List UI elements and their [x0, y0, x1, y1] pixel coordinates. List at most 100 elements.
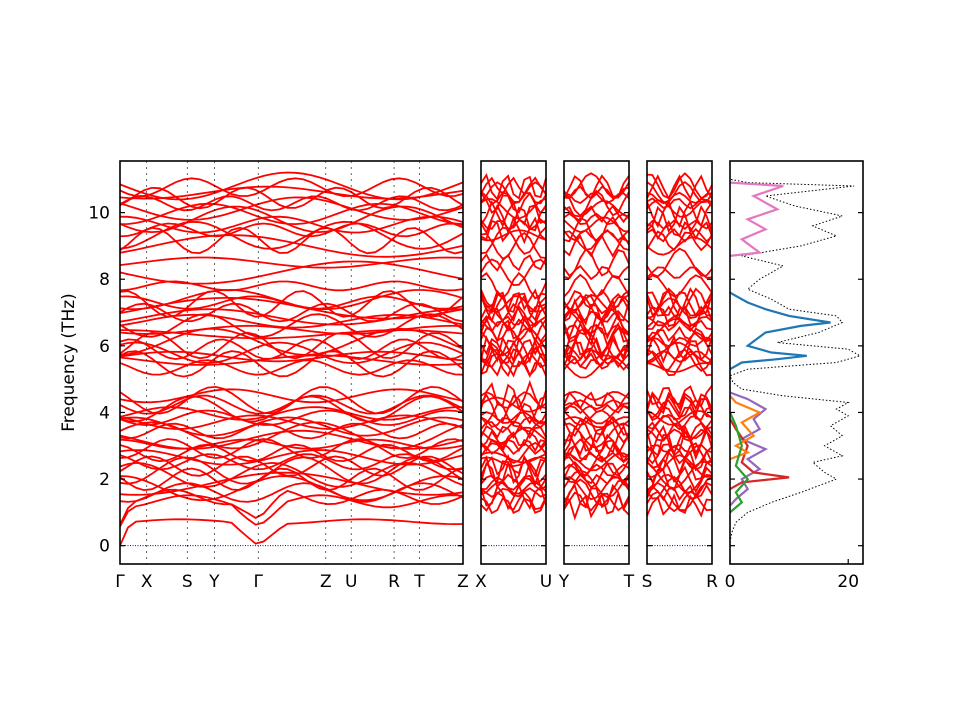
partial-dos-curve	[729, 391, 768, 507]
band-curve	[480, 416, 547, 429]
band-curve	[646, 424, 713, 456]
band-panel-frame	[563, 160, 630, 565]
band-curve	[646, 172, 713, 200]
band-curve	[119, 222, 464, 238]
band-curve	[119, 414, 464, 430]
x-tick-label: Y	[208, 572, 220, 592]
band-curve	[563, 403, 630, 415]
band-curve	[480, 293, 547, 323]
band-curve	[119, 438, 464, 460]
band-curve	[646, 230, 713, 252]
band-curve	[480, 258, 547, 287]
band-curve	[119, 475, 464, 502]
band-curve	[119, 471, 464, 496]
band-curve	[119, 234, 464, 258]
x-tick-label: X	[475, 572, 487, 592]
band-curve	[480, 181, 547, 204]
band-curve	[646, 475, 713, 500]
band-curve	[563, 331, 630, 361]
band-curve	[563, 473, 630, 486]
band-curve	[480, 190, 547, 206]
partial-dos-curve	[729, 395, 763, 461]
band-curve	[563, 416, 630, 429]
band-curve	[646, 405, 713, 422]
dos-panel-frame	[729, 160, 864, 565]
band-curve	[480, 402, 547, 426]
band-curve	[563, 463, 630, 477]
band-curve	[480, 454, 547, 487]
band-curve	[119, 350, 464, 378]
band-curve	[563, 455, 630, 477]
band-curve	[480, 487, 547, 498]
x-tick-label: Z	[457, 572, 469, 592]
band-curve	[563, 418, 630, 444]
band-curve	[563, 399, 630, 410]
band-curve	[119, 388, 464, 404]
band-curve	[646, 454, 713, 478]
x-tick-label: R	[706, 572, 718, 592]
band-curve	[646, 180, 713, 204]
band-curve	[480, 197, 547, 220]
band-curve	[119, 350, 464, 363]
y-tick-label: 2	[99, 470, 110, 490]
band-curve	[119, 226, 464, 255]
band-curve	[646, 392, 713, 418]
band-curve	[563, 326, 630, 357]
band-curve	[119, 494, 464, 527]
dos-x-tick-label: 0	[725, 572, 736, 592]
x-tick-label: Z	[320, 572, 332, 592]
partial-dos-curve	[729, 291, 831, 371]
x-tick-label: Γ	[253, 572, 263, 592]
band-curve	[646, 204, 713, 234]
band-curve	[563, 461, 630, 489]
band-curve	[563, 204, 630, 224]
band-curve	[480, 191, 547, 216]
band-curve	[480, 442, 547, 456]
band-curve	[119, 313, 464, 338]
band-curve	[119, 195, 464, 212]
band-curve	[119, 196, 464, 221]
band-curve	[480, 441, 547, 464]
band-curve	[480, 176, 547, 196]
band-curve	[119, 177, 464, 198]
band-curve	[646, 414, 713, 431]
band-curve	[480, 203, 547, 235]
x-tick-label: X	[141, 572, 153, 592]
band-curve	[119, 171, 464, 201]
band-curve	[563, 234, 630, 258]
band-curve	[119, 324, 464, 335]
partial-dos-curve	[729, 181, 784, 257]
total-dos-curve	[729, 178, 862, 543]
y-tick-label: 8	[99, 270, 110, 290]
band-curve	[119, 385, 464, 415]
band-curve	[119, 215, 464, 234]
band-curve	[480, 429, 547, 450]
band-curve	[646, 236, 713, 256]
x-tick-label: U	[540, 572, 552, 592]
x-tick-label: T	[413, 572, 425, 592]
y-tick-label: 10	[88, 204, 110, 224]
y-tick-label: 4	[99, 403, 110, 423]
band-curve	[563, 344, 630, 361]
band-curve	[646, 220, 713, 241]
y-tick-label: 6	[99, 337, 110, 357]
band-curve	[119, 443, 464, 463]
x-tick-label: Γ	[115, 572, 125, 592]
band-curve	[646, 247, 713, 278]
band-curve	[563, 391, 630, 411]
x-tick-label: U	[345, 572, 357, 592]
band-curve	[646, 350, 713, 363]
band-curve	[563, 390, 630, 401]
x-tick-label: T	[623, 572, 635, 592]
band-curve	[119, 467, 464, 492]
band-curve	[480, 288, 547, 312]
band-curve	[119, 341, 464, 365]
band-curve	[646, 362, 713, 373]
band-curve	[119, 429, 464, 450]
x-tick-label: R	[388, 572, 400, 592]
band-curve	[480, 391, 547, 409]
band-curve	[119, 422, 464, 440]
band-curve	[119, 260, 464, 285]
band-curve	[119, 461, 464, 488]
